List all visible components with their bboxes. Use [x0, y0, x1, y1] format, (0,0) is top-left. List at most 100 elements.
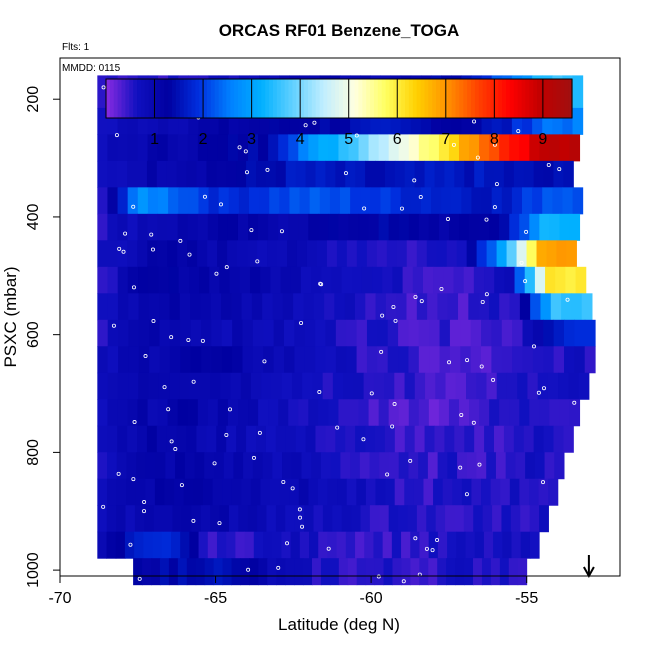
sample-point: [418, 195, 423, 200]
heatmap-cell: [242, 346, 254, 374]
heatmap-cell: [449, 319, 461, 347]
colorbar-swatch: [408, 79, 414, 118]
heatmap-cell: [199, 372, 211, 400]
heatmap-cell: [319, 187, 331, 215]
sample-point: [150, 247, 155, 252]
colorbar-swatch: [210, 79, 216, 118]
heatmap-cell: [97, 319, 109, 347]
heatmap-cell: [304, 319, 316, 347]
heatmap-cell: [466, 452, 477, 480]
heatmap-cell: [213, 558, 224, 586]
y-tick-label: 1000: [25, 552, 42, 588]
colorbar-swatch: [125, 79, 130, 118]
heatmap-cell: [419, 531, 430, 559]
sample-point: [290, 486, 295, 491]
heatmap-cell: [447, 452, 458, 480]
heatmap-cell: [398, 213, 410, 241]
heatmap-cell: [358, 399, 370, 427]
heatmap-cell: [539, 134, 550, 162]
heatmap-cell: [514, 266, 526, 294]
heatmap-cell: [126, 452, 137, 480]
heatmap-cell: [210, 293, 222, 321]
colorbar-swatch: [478, 79, 484, 118]
heatmap-cell: [223, 452, 234, 480]
heatmap-cell: [325, 160, 336, 188]
heatmap-cell: [127, 266, 139, 294]
heatmap-cell: [135, 478, 146, 506]
heatmap-cell: [168, 266, 180, 294]
heatmap-cell: [107, 293, 119, 321]
heatmap-cell: [161, 531, 172, 559]
heatmap-cell: [329, 187, 341, 215]
sample-point: [492, 142, 497, 147]
heatmap-cell: [400, 107, 412, 135]
colorbar-swatch: [362, 79, 367, 118]
sample-point: [523, 279, 528, 284]
colorbar-swatch: [339, 79, 344, 118]
heatmap-cell: [494, 266, 505, 294]
heatmap-cell: [294, 558, 304, 586]
sample-point: [362, 206, 367, 211]
heatmap-cell: [271, 372, 283, 400]
heatmap-cell: [319, 107, 331, 135]
sample-point: [458, 465, 463, 470]
heatmap-cell: [330, 452, 341, 480]
sample-point: [224, 432, 229, 437]
heatmap-cell: [288, 134, 299, 162]
heatmap-cell: [545, 266, 556, 294]
colorbar-swatch: [401, 79, 406, 118]
heatmap-cell: [468, 293, 480, 321]
sample-point: [536, 390, 541, 395]
sample-point: [401, 579, 406, 584]
heatmap-cell: [228, 107, 240, 135]
heatmap-cell: [284, 346, 295, 374]
sample-point: [369, 391, 374, 396]
heatmap-cell: [476, 240, 488, 268]
heatmap-cell: [348, 134, 360, 162]
heatmap-cell: [493, 531, 503, 559]
heatmap-cell: [375, 160, 386, 188]
x-tick-label: -60: [360, 590, 383, 607]
heatmap-cell: [382, 531, 393, 559]
colorbar-swatch: [498, 79, 503, 118]
colorbar-swatch: [253, 79, 259, 118]
heatmap-cell: [355, 425, 366, 453]
heatmap-cell: [256, 425, 267, 453]
heatmap-cell: [491, 346, 503, 374]
sample-point: [413, 536, 418, 541]
heatmap-cell: [385, 478, 396, 506]
heatmap-cell: [231, 293, 243, 321]
colorbar-swatch: [323, 79, 328, 118]
heatmap-cell: [340, 107, 351, 135]
heatmap-cell: [529, 478, 540, 506]
heatmap-cell: [375, 478, 386, 506]
colorbar-tick-label: 1: [150, 131, 159, 148]
heatmap-cell: [404, 160, 416, 188]
sample-point: [479, 364, 484, 369]
heatmap-cell: [356, 558, 367, 586]
heatmap-cell: [143, 531, 154, 559]
heatmap-cell: [499, 134, 510, 162]
heatmap-cell: [486, 452, 497, 480]
heatmap-cell: [408, 399, 420, 427]
heatmap-cell: [198, 531, 209, 559]
heatmap-cell: [97, 75, 108, 109]
colorbar-tick-label: 7: [441, 131, 450, 148]
heatmap-cell: [235, 531, 246, 559]
colorbar-swatch: [206, 79, 212, 118]
sample-point: [326, 546, 331, 551]
heatmap-cell: [365, 293, 377, 321]
heatmap-cell: [509, 293, 521, 321]
heatmap-cell: [229, 266, 241, 294]
heatmap-cell: [466, 372, 477, 400]
sample-point: [279, 229, 284, 234]
heatmap-cell: [481, 107, 493, 135]
heatmap-cell: [533, 425, 545, 453]
heatmap-cell: [562, 187, 574, 215]
sample-point: [524, 229, 529, 234]
heatmap-cell: [353, 372, 365, 400]
heatmap-cell: [117, 425, 128, 453]
heatmap-cell: [147, 187, 159, 215]
heatmap-cell: [410, 558, 420, 586]
colorbar-swatch: [175, 79, 181, 118]
